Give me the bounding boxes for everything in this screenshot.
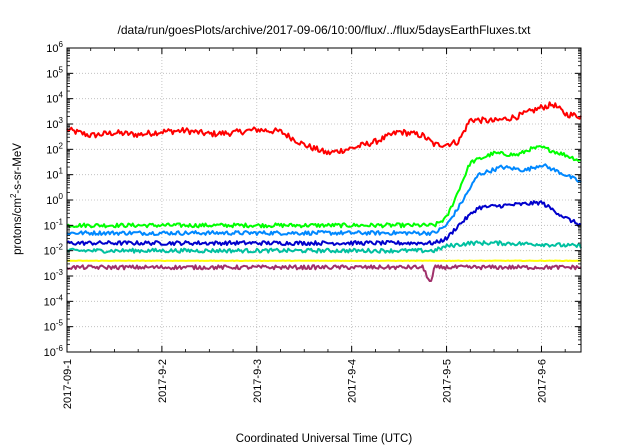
y-tick-label: 106: [46, 40, 63, 55]
series-line-2: [66, 145, 582, 229]
axis-ticks: [66, 47, 581, 353]
y-axis-label-prefix: protons/cm: [12, 198, 24, 255]
y-tick-label: 10-3: [44, 268, 64, 283]
y-tick-label: 102: [46, 141, 63, 156]
chart-title: /data/run/goesPlots/archive/2017-09-06/1…: [118, 23, 532, 37]
series-line-6: [66, 259, 582, 262]
series-line-5: [66, 240, 582, 254]
y-tick-label-exponent: 3: [59, 116, 64, 125]
y-tick-label-base: 10: [46, 68, 58, 80]
y-tick-label-exponent: -4: [56, 293, 64, 302]
series-line-7: [66, 264, 582, 282]
y-tick-label: 10-6: [44, 344, 64, 359]
y-tick-label-base: 10: [44, 347, 56, 359]
y-tick-label-exponent: 5: [59, 65, 64, 74]
x-tick-label: 2017-9-2: [157, 359, 169, 403]
y-tick-label-base: 10: [46, 119, 58, 131]
y-tick-label-exponent: -5: [56, 319, 64, 328]
y-tick-label: 10-4: [44, 293, 64, 308]
y-tick-label-exponent: -3: [56, 268, 64, 277]
y-tick-label-base: 10: [46, 94, 58, 106]
y-tick-label-base: 10: [44, 220, 56, 232]
tick-labels: 10-610-510-410-310-210-11001011021031041…: [44, 40, 549, 409]
y-tick-label-base: 10: [44, 246, 56, 258]
x-axis-label: Coordinated Universal Time (UTC): [236, 433, 413, 445]
y-tick-label-exponent: -2: [56, 243, 64, 252]
y-tick-label: 10-5: [44, 319, 64, 334]
series-lines: [66, 101, 582, 282]
y-tick-label-exponent: 0: [59, 192, 64, 201]
y-tick-label-base: 10: [46, 195, 58, 207]
y-tick-label-exponent: 4: [59, 91, 64, 100]
y-tick-label-exponent: 2: [59, 141, 64, 150]
x-tick-label: 2017-9-3: [252, 359, 264, 403]
x-tick-label: 2017-9-5: [442, 359, 454, 403]
y-tick-label-exponent: 1: [59, 167, 64, 176]
series-line-4: [66, 200, 582, 247]
series-line-1: [66, 101, 582, 156]
y-axis-label-suffix: -s-sr-MeV: [12, 143, 24, 194]
x-tick-label: 2017-9-4: [347, 359, 359, 403]
y-tick-label-base: 10: [46, 170, 58, 182]
y-tick-label: 100: [46, 192, 63, 207]
y-tick-label: 101: [46, 167, 63, 182]
y-tick-label-base: 10: [44, 296, 56, 308]
y-tick-label-base: 10: [46, 43, 58, 55]
y-tick-label: 10-2: [44, 243, 64, 258]
series-line-3: [66, 163, 582, 236]
y-tick-label-base: 10: [44, 271, 56, 283]
x-tick-label: 2017-09-1: [62, 359, 74, 409]
y-tick-label: 105: [46, 65, 63, 80]
y-tick-label: 103: [46, 116, 63, 131]
y-tick-label-base: 10: [46, 144, 58, 156]
y-axis-label-superscript: 2: [9, 193, 18, 198]
y-tick-label: 104: [46, 91, 63, 106]
y-tick-label-exponent: -1: [56, 217, 64, 226]
x-tick-label: 2017-9-6: [536, 359, 548, 403]
y-tick-label: 10-1: [44, 217, 64, 232]
y-tick-label-exponent: 6: [59, 40, 64, 49]
y-axis-label: protons/cm2-s-sr-MeV: [9, 143, 24, 255]
y-tick-label-exponent: -6: [56, 344, 64, 353]
y-tick-label-base: 10: [44, 322, 56, 334]
